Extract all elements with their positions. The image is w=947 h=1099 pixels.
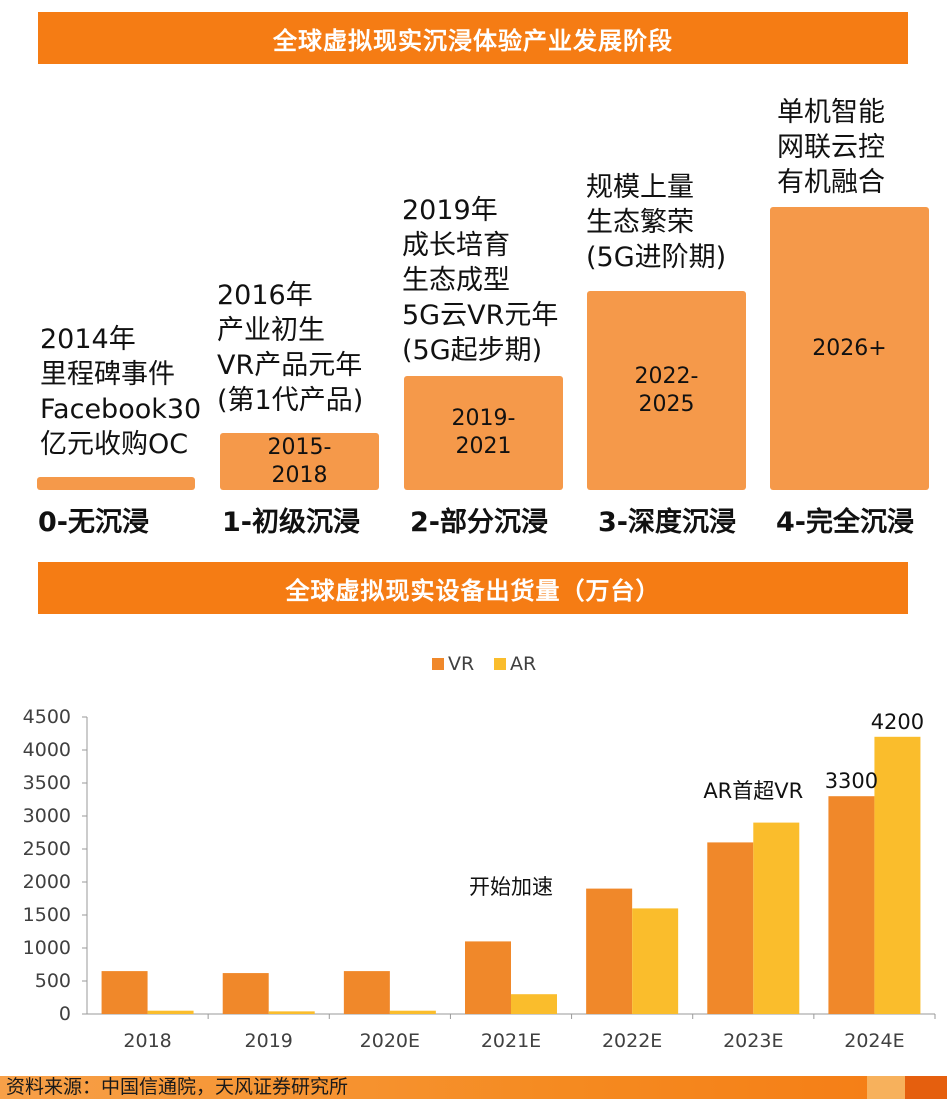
footer-decoration [905,1076,947,1099]
stage-0-bar [37,477,195,490]
x-tick-label: 2018 [123,1030,171,1052]
stage-2-bar: 2019- 2021 [404,376,563,490]
stage-1-description: 2016年 产业初生 VR产品元年 (第1代产品) [217,280,364,416]
x-tick-label: 2023E [723,1030,783,1052]
bar-vr-2022e [586,888,633,1014]
footer-decoration [867,1076,905,1099]
bar-vr-2020e [343,971,390,1014]
stage-2-description: 2019年 成长培育 生态成型 5G云VR元年 (5G起步期) [402,195,559,366]
legend-swatch-ar [494,658,506,670]
bar-ar-2023e [753,822,800,1014]
bar-vr-2019 [222,973,269,1014]
y-tick-label: 0 [59,1003,71,1025]
y-tick-label: 2000 [23,871,71,893]
shipments-banner: 全球虚拟现实设备出货量（万台） [38,562,908,614]
legend-label-vr: VR [448,653,474,675]
x-tick-label: 2024E [844,1030,904,1052]
annotation-label: AR首超VR [703,779,803,803]
stage-0-description: 2014年 里程碑事件 Facebook30 亿元收购OC [40,324,202,460]
stages-banner: 全球虚拟现实沉浸体验产业发展阶段 [38,12,908,64]
shipment-bar-chart: 0 500 1000 1500 2000 2500 3000 3500 4000 4500 2018… [23,653,936,1052]
legend-label-ar: AR [510,653,536,675]
stage-3-label: 3-深度沉浸 [598,507,736,538]
stage-3-description: 规模上量 生态繁荣 (5G进阶期) [586,172,727,273]
stage-1-label: 1-初级沉浸 [222,507,360,538]
bar-vr-2023e [707,842,754,1014]
data-label: 4200 [871,710,924,734]
bar-vr-2018 [101,971,148,1014]
bar-vr-2024e [828,796,875,1014]
y-tick-label: 500 [35,970,71,992]
y-tick-label: 2500 [23,838,71,860]
bar-ar-2022e [632,908,679,1014]
stage-2-label: 2-部分沉浸 [410,507,548,538]
bar-ar-2024e [874,736,921,1014]
bar-ar-2021e [511,994,557,1014]
x-tick-label: 2022E [602,1030,662,1052]
footer: 资料来源：中国信通院，天风证券研究所 [0,1076,947,1099]
bar-ar-2020e [389,1010,436,1014]
data-label: 3300 [825,769,878,793]
bar-vr-2021e [465,941,511,1014]
stage-4-description: 单机智能 网联云控 有机融合 [777,97,885,198]
y-tick-label: 3500 [23,772,71,794]
legend-swatch-vr [432,658,444,670]
bar-ar-2019 [268,1011,315,1014]
y-tick-label: 1500 [23,904,71,926]
x-tick-label: 2019 [245,1030,293,1052]
y-tick-label: 4000 [23,739,71,761]
bar-ar-2018 [147,1010,194,1014]
stage-4-bar: 2026+ [770,207,929,490]
y-tick-label: 4500 [23,706,71,728]
annotation-label: 开始加速 [469,875,553,899]
stage-1-bar: 2015- 2018 [220,433,379,490]
source-note: 资料来源：中国信通院，天风证券研究所 [6,1076,349,1098]
y-tick-label: 3000 [23,805,71,827]
stage-4-label: 4-完全沉浸 [776,507,914,538]
stage-3-bar: 2022- 2025 [587,291,746,490]
y-tick-label: 1000 [23,937,71,959]
x-tick-label: 2021E [481,1030,541,1052]
x-tick-label: 2020E [360,1030,420,1052]
stage-0-label: 0-无沉浸 [38,507,149,538]
